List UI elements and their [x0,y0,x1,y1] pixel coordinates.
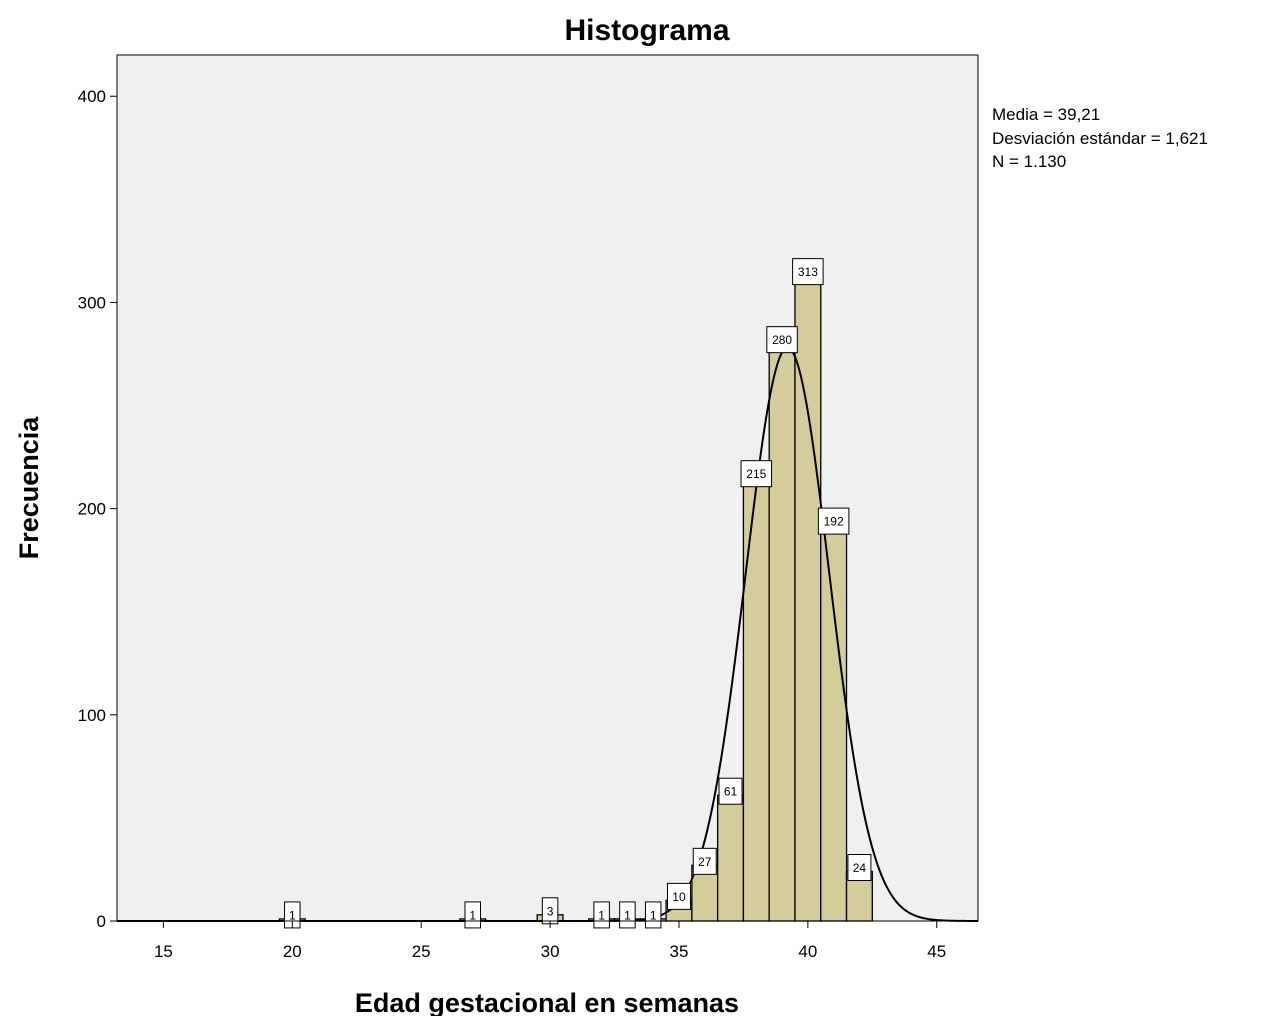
y-tick-label: 100 [78,706,106,725]
bar-data-label: 1 [464,901,481,929]
bar-data-label: 1 [644,901,662,929]
x-tick-label: 25 [412,942,431,961]
y-tick-label: 200 [78,500,106,519]
y-tick-label: 400 [78,87,106,106]
bar-label-text: 27 [698,855,712,869]
plot-area [116,54,979,922]
bar-label-text: 10 [672,890,686,904]
bar-data-label: 10 [666,882,691,910]
x-tick-label: 40 [798,942,817,961]
x-tick-label: 35 [670,942,689,961]
bar-data-label: 280 [766,326,798,354]
bar-label-text: 192 [824,515,844,529]
x-tick-label: 45 [927,942,946,961]
bar-data-label: 24 [847,854,872,882]
bar-data-label: 1 [619,901,636,929]
bar-data-label: 3 [541,897,559,925]
y-tick-label: 300 [78,293,106,312]
bar-data-label: 27 [692,847,717,875]
stat-mean: Media = 39,21 [992,105,1100,124]
bar-label-box [847,854,872,882]
bar-label-text: 1 [650,908,657,922]
bar-label-text: 1 [598,908,605,922]
bar-label-box [792,258,824,286]
bar-label-text: 1 [624,908,631,922]
bar-label-text: 3 [547,904,554,918]
bar-data-label: 61 [718,777,743,805]
bar-label-text: 61 [724,785,738,799]
y-axis-title: Frecuencia [14,416,44,560]
stat-n: N = 1.130 [992,152,1066,171]
bar-label-text: 1 [289,908,296,922]
bar-data-label: 1 [593,901,610,929]
bar-labels-layer: 1 1 3 1 1 1 10 27 61 215 280 313 192 24 [284,258,872,929]
x-tick-label: 30 [541,942,560,961]
stat-sd: Desviación estándar = 1,621 [992,129,1208,148]
bar-data-label: 192 [817,507,850,535]
histogram-bar [716,794,745,922]
bar-label-text: 24 [853,861,867,875]
bar-data-label: 313 [792,258,824,286]
bar-label-text: 215 [746,467,766,481]
bar-label-box [740,460,773,488]
x-tick-label: 15 [154,942,173,961]
histogram-bar [768,343,796,922]
y-axis-ticks: 0 100 200 300 400 [78,87,117,931]
stats-box: Media = 39,21 Desviación estándar = 1,62… [992,105,1208,171]
histogram-bar [820,524,848,922]
x-axis-ticks: 15 20 25 30 35 40 45 [154,921,946,961]
histogram-bar [794,274,822,922]
bar-label-box [666,882,691,910]
bar-data-label: 215 [740,460,773,488]
bar-label-box [817,507,850,535]
x-axis-title: Edad gestacional en semanas [355,988,739,1016]
bar-label-box [718,777,743,805]
bar-label-text: 280 [772,333,792,347]
x-tick-label: 20 [283,942,302,961]
histogram-bar [742,477,770,922]
bar-label-text: 1 [469,908,476,922]
bar-label-box [692,847,717,875]
bar-label-box [766,326,798,354]
chart-title: Histograma [564,14,729,47]
y-tick-label: 0 [97,912,106,931]
bar-label-text: 313 [798,265,818,279]
